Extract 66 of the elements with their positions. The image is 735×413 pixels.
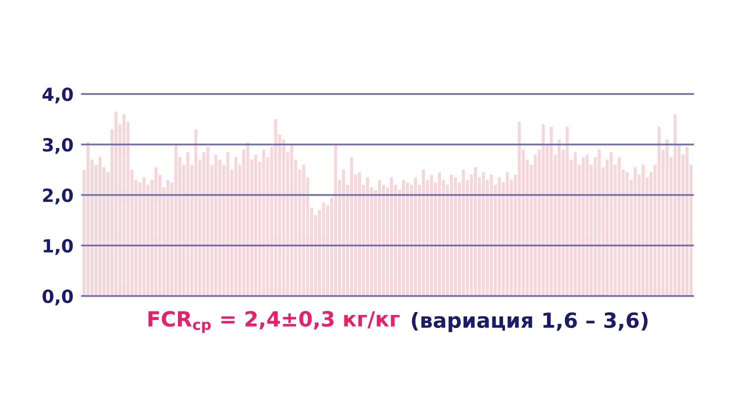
y-tick-label: 3,0 bbox=[42, 138, 73, 154]
bar bbox=[666, 139, 669, 296]
bar bbox=[658, 126, 661, 296]
bar bbox=[506, 172, 509, 296]
y-tick-label: 4,0 bbox=[42, 87, 73, 104]
bar bbox=[342, 170, 346, 296]
bar bbox=[226, 152, 230, 296]
bar bbox=[626, 172, 629, 296]
bar bbox=[598, 150, 601, 296]
y-tick-label: 0,0 bbox=[42, 289, 73, 306]
bar bbox=[414, 177, 417, 296]
bar bbox=[194, 129, 198, 296]
bar bbox=[366, 177, 370, 296]
bar bbox=[542, 124, 545, 296]
bar bbox=[686, 147, 689, 296]
bar bbox=[586, 154, 589, 296]
bar bbox=[550, 126, 553, 296]
text: (вариация 1,6 – 3,6) bbox=[412, 312, 648, 332]
bar bbox=[498, 177, 501, 296]
bar bbox=[154, 167, 158, 296]
bar bbox=[438, 172, 441, 296]
bar bbox=[262, 150, 266, 296]
bar bbox=[422, 170, 425, 296]
bar bbox=[186, 152, 190, 296]
bar bbox=[582, 157, 585, 296]
bar bbox=[322, 202, 326, 296]
y-tick-label: 1,0 bbox=[44, 238, 73, 255]
bar bbox=[174, 144, 178, 296]
bar bbox=[406, 182, 409, 296]
bar bbox=[214, 154, 218, 296]
bar bbox=[634, 167, 637, 296]
bar bbox=[302, 164, 306, 296]
bar bbox=[290, 144, 294, 296]
bar bbox=[574, 152, 577, 296]
bar bbox=[246, 142, 250, 296]
bar bbox=[234, 157, 238, 296]
bar bbox=[254, 154, 258, 296]
bar bbox=[114, 112, 118, 296]
bar bbox=[142, 177, 146, 296]
bar bbox=[610, 152, 613, 296]
bar bbox=[430, 174, 433, 296]
bar bbox=[358, 172, 362, 296]
bar bbox=[462, 170, 465, 296]
bar bbox=[378, 180, 382, 296]
bar bbox=[98, 157, 102, 296]
y-tick-label: 2,0 bbox=[43, 188, 73, 204]
bar bbox=[566, 126, 569, 296]
bar bbox=[674, 114, 677, 296]
bar bbox=[206, 147, 210, 296]
bar bbox=[482, 172, 485, 296]
bar bbox=[166, 180, 170, 296]
bar bbox=[450, 174, 453, 296]
bar bbox=[518, 122, 521, 296]
bar bbox=[334, 144, 338, 296]
bar bbox=[86, 142, 90, 296]
bar bbox=[642, 164, 645, 296]
bar bbox=[474, 167, 477, 296]
bar bbox=[454, 177, 457, 296]
bar bbox=[490, 174, 493, 296]
bar bbox=[122, 114, 126, 296]
bar bbox=[618, 157, 621, 296]
bar bbox=[390, 177, 394, 296]
bar bbox=[350, 157, 354, 296]
text: FCR$_{ср}$ = 2,4±0,3 кг/кг bbox=[148, 310, 400, 333]
bar bbox=[274, 119, 278, 296]
bar bbox=[402, 180, 405, 296]
